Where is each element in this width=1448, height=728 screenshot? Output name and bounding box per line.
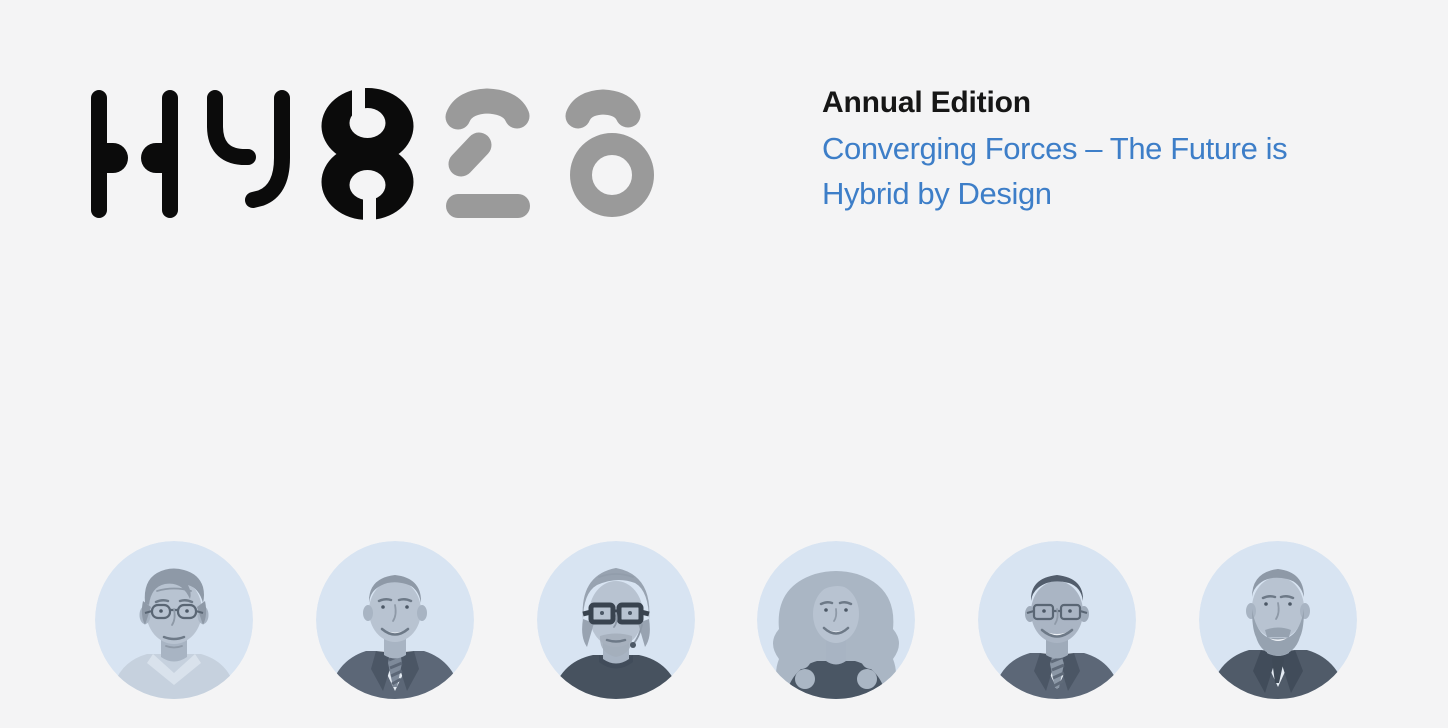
- portrait-beard-man-illustration: [1198, 541, 1357, 699]
- portrait-glasses-suit-man-illustration: [978, 541, 1137, 699]
- logo-hyb26[interactable]: [88, 86, 666, 222]
- speaker-avatar-1[interactable]: [95, 541, 253, 699]
- logo-graphic: [91, 86, 654, 222]
- portrait-creative-man-illustration: [536, 541, 695, 699]
- logo-letters-hyb: [91, 86, 414, 222]
- subtitle-line-1: Converging Forces – The Future is: [822, 131, 1288, 166]
- speakers-row: [95, 541, 1357, 699]
- subtitle-line-2: Hybrid by Design: [822, 176, 1052, 211]
- edition-text-block: Annual Edition Converging Forces – The F…: [822, 86, 1352, 216]
- portrait-woman-illustration: [757, 541, 916, 699]
- portrait-suit-man-illustration: [315, 541, 474, 699]
- speaker-avatar-3[interactable]: [536, 541, 695, 699]
- speaker-avatar-5[interactable]: [978, 541, 1137, 699]
- speaker-avatar-2[interactable]: [315, 541, 474, 699]
- headset-mic-icon: [629, 642, 636, 648]
- edition-subtitle: Converging Forces – The Future is Hybrid…: [822, 126, 1352, 216]
- speaker-avatar-6[interactable]: [1198, 541, 1357, 699]
- logo-letters-26: [445, 88, 654, 218]
- bold-glasses-icon: [581, 602, 650, 625]
- speaker-avatar-4[interactable]: [757, 541, 916, 699]
- edition-title: Annual Edition: [822, 86, 1031, 119]
- portrait-man-glasses-illustration: [95, 541, 253, 699]
